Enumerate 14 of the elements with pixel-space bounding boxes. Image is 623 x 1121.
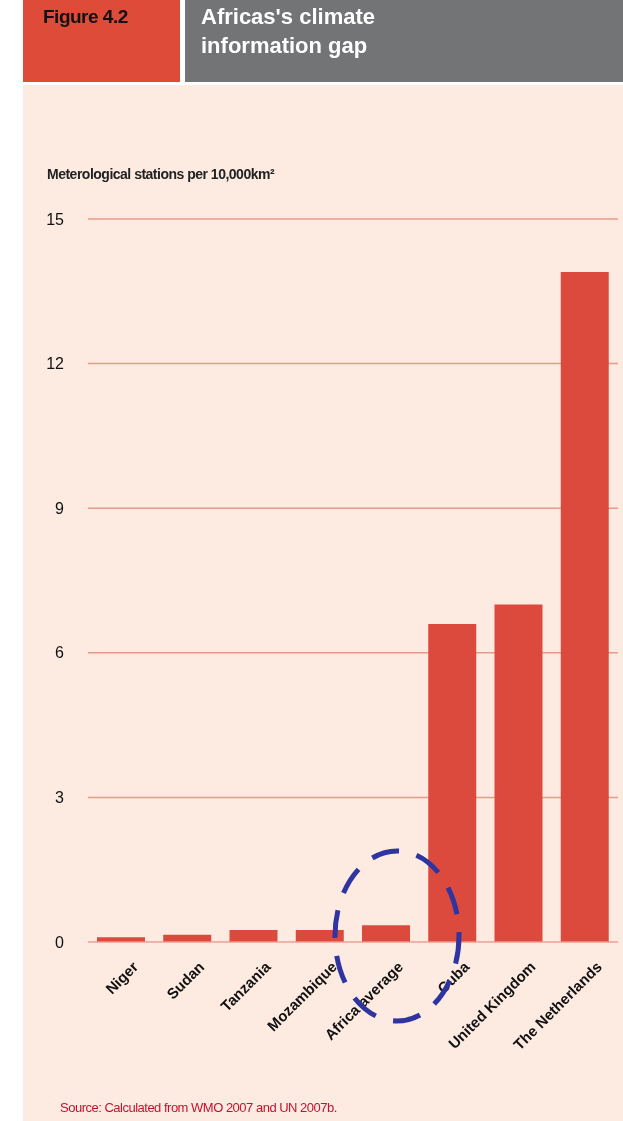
chart-title: Africas's climate information gap	[201, 3, 376, 60]
y-axis-title: Meterological stations per 10,000km²	[47, 166, 275, 182]
source-note: Source: Calculated from WMO 2007 and UN 2007b.	[60, 1100, 337, 1115]
y-tick-label: 9	[55, 499, 65, 517]
y-tick-label: 0	[55, 933, 65, 951]
y-tick-label: 15	[46, 210, 65, 228]
bar	[560, 272, 609, 942]
y-tick-label: 3	[55, 789, 65, 807]
chart-subtitle: Figure 4.2	[23, 0, 180, 82]
bar	[494, 604, 543, 942]
bar	[362, 925, 410, 942]
bar	[229, 929, 278, 942]
y-tick-label: 6	[55, 644, 65, 662]
y-tick-label: 12	[46, 355, 65, 373]
